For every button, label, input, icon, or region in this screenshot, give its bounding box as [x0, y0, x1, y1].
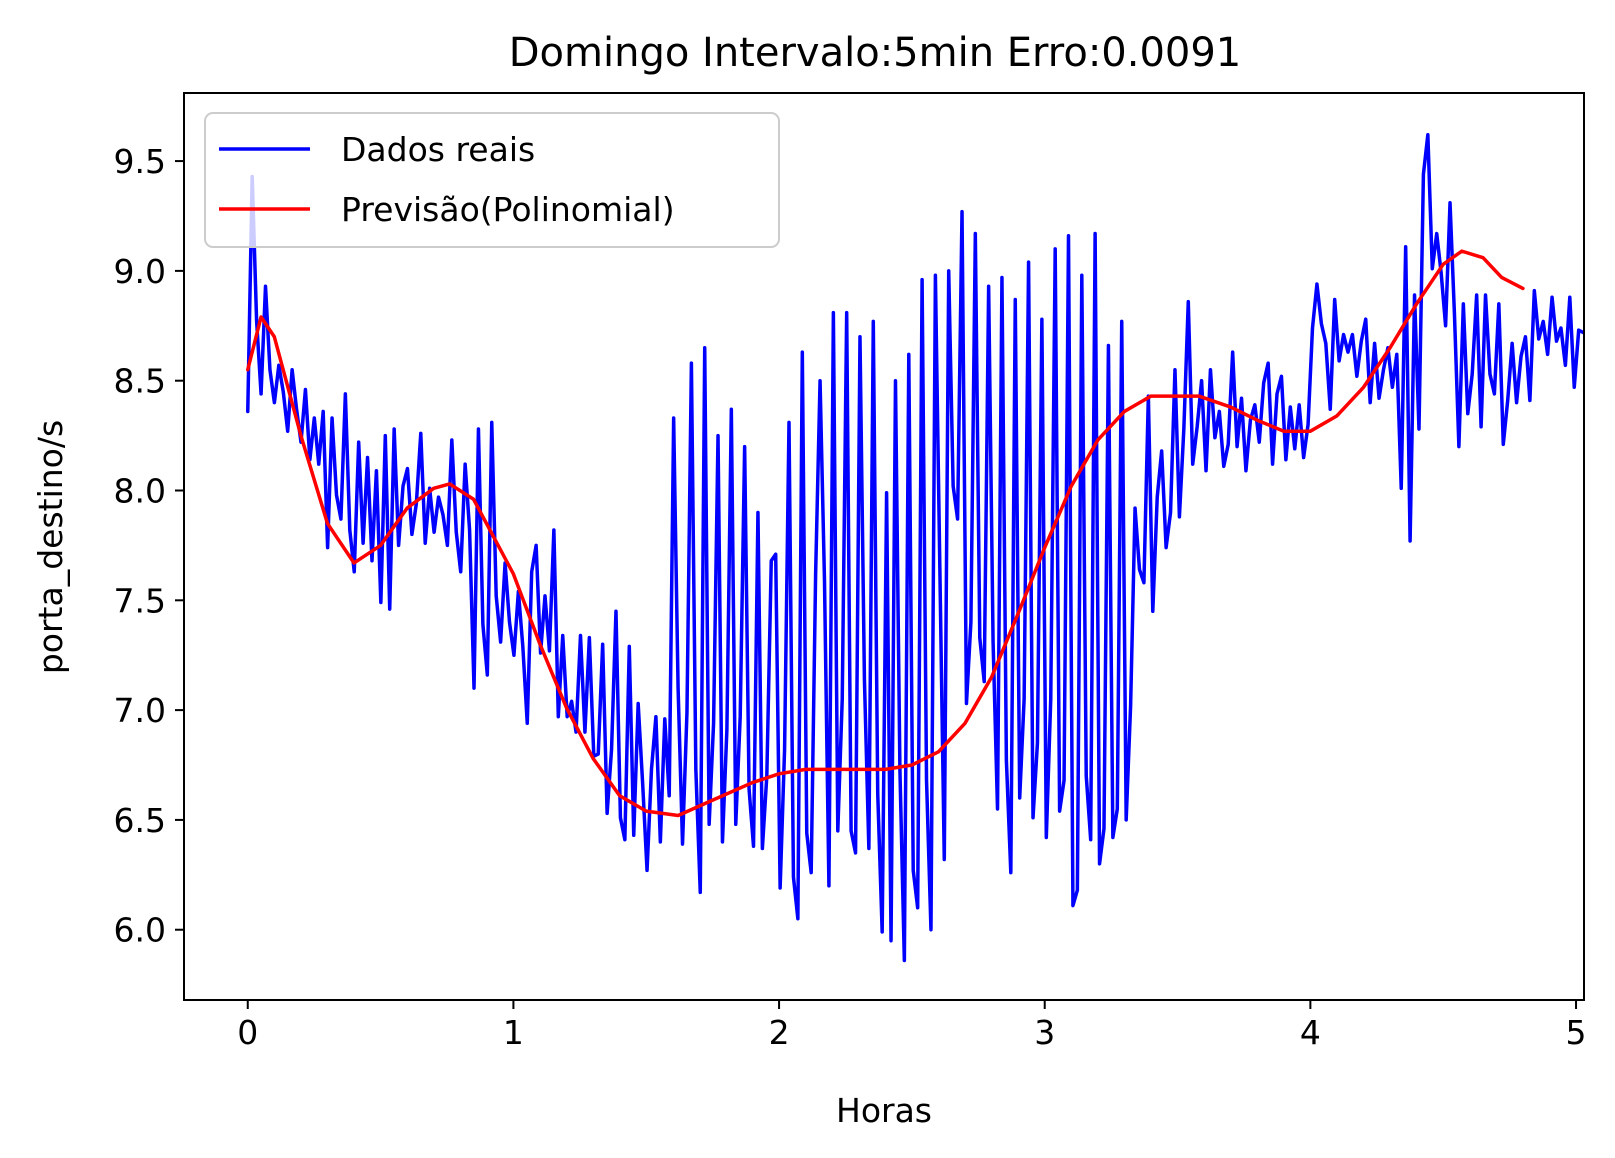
x-tick-label: 5 — [1566, 1013, 1587, 1052]
x-axis: 0 1 2 3 4 5 — [237, 1000, 1587, 1052]
y-axis: 6.0 6.5 7.0 7.5 8.0 8.5 9.0 9.5 — [114, 142, 184, 950]
legend-label-real: Dados reais — [341, 130, 535, 169]
x-tick-label: 3 — [1034, 1013, 1055, 1052]
y-tick-label: 7.0 — [114, 691, 166, 730]
legend-label-prediction: Previsão(Polinomial) — [341, 190, 675, 229]
y-tick-label: 9.0 — [114, 252, 166, 291]
chart-title: Domingo Intervalo:5min Erro:0.0091 — [509, 30, 1242, 76]
y-axis-label: porta_destino/s — [31, 420, 70, 674]
legend: Dados reais Previsão(Polinomial) — [204, 112, 780, 248]
y-tick-label: 6.0 — [114, 911, 166, 950]
y-tick-label: 6.5 — [114, 801, 166, 840]
x-tick-label: 1 — [503, 1013, 524, 1052]
series-line-dados-reais — [246, 132, 1584, 963]
series-layer — [246, 132, 1584, 963]
x-tick-label: 2 — [769, 1013, 790, 1052]
x-tick-label: 4 — [1300, 1013, 1321, 1052]
x-tick-label: 0 — [237, 1013, 258, 1052]
x-axis-label: Horas — [836, 1091, 932, 1130]
y-tick-label: 7.5 — [114, 581, 166, 620]
y-tick-label: 9.5 — [114, 142, 166, 181]
plot-frame — [183, 92, 1585, 1001]
y-tick-label: 8.0 — [114, 471, 166, 510]
legend-box — [204, 112, 780, 248]
series-line-previsao — [246, 249, 1525, 818]
y-tick-label: 8.5 — [114, 362, 166, 401]
